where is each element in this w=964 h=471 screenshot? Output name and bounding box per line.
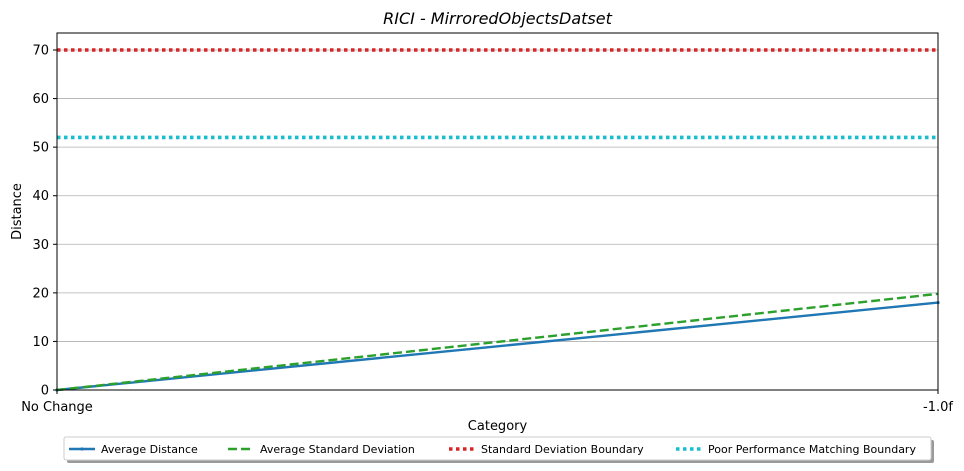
legend: Average Distance Average Standard Deviati… [63, 436, 934, 463]
legend-items: Average Distance Average Standard Deviati… [69, 443, 916, 456]
legend-label: Average Standard Deviation [260, 443, 415, 456]
y-tick-label: 20 [32, 286, 49, 301]
y-tick-label: 50 [32, 141, 49, 156]
y-tick-label: 10 [32, 335, 49, 350]
legend-label: Average Distance [101, 443, 198, 456]
legend-box [63, 436, 932, 461]
y-axis-ticks: 0 10 20 30 40 50 60 70 [32, 44, 57, 399]
series-lines [55, 48, 940, 392]
plot-area-frame [56, 32, 939, 391]
x-axis-title: Category [468, 419, 528, 434]
y-tick-label: 0 [41, 384, 49, 399]
x-axis-ticks: No Change -1.0f [21, 390, 953, 415]
y-tick-label: 70 [32, 44, 49, 59]
y-axis-title: Distance [10, 183, 25, 240]
y-tick-label: 40 [32, 189, 49, 204]
x-tick-label: No Change [21, 400, 93, 415]
legend-label: Standard Deviation Boundary [481, 443, 644, 456]
grid-lines [57, 49, 938, 391]
legend-label: Poor Performance Matching Boundary [708, 443, 916, 456]
chart-title: RICI - MirroredObjectsDatset [383, 9, 612, 28]
series-line [56, 292, 939, 392]
x-tick-label: -1.0f [923, 400, 953, 415]
y-tick-label: 60 [32, 92, 49, 107]
legend-marker [80, 447, 84, 451]
series-line [56, 301, 939, 392]
y-tick-label: 30 [32, 238, 49, 253]
